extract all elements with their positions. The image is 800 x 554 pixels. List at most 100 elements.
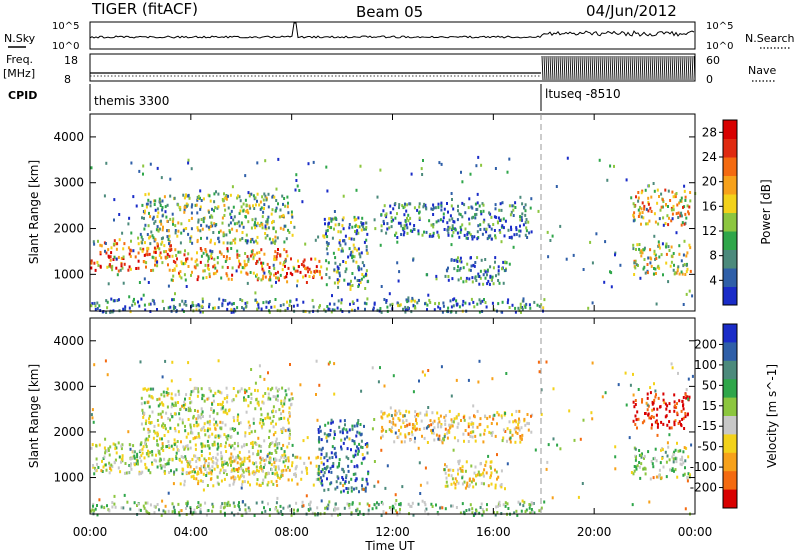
data-cell [333,506,336,510]
data-cell [261,511,264,515]
data-cell [226,249,229,253]
data-cell [189,407,192,411]
data-cell [673,423,676,427]
data-cell [683,205,686,209]
data-cell [167,263,169,267]
data-cell [235,394,238,398]
data-cell [245,203,248,207]
data-cell [411,423,414,426]
data-cell [386,222,389,226]
colorbar-swatch [723,416,737,435]
data-cell [249,206,252,210]
data-cell [365,248,368,252]
data-cell [340,301,343,305]
data-cell [377,380,380,384]
data-cell [629,383,632,387]
data-cell [219,468,222,472]
data-cell [520,216,523,219]
data-cell [287,421,290,425]
data-cell [194,447,197,451]
data-cell [492,417,495,421]
data-cell [247,506,250,510]
data-cell [142,387,145,391]
data-cell [183,406,186,410]
data-cell [166,203,169,207]
data-cell [205,513,208,517]
data-cell [355,508,358,512]
data-cell [450,474,453,478]
data-cell [451,504,454,508]
data-cell [162,425,165,429]
data-cell [222,231,225,235]
data-cell [276,308,279,312]
data-cell [238,195,241,199]
data-cell [325,273,328,276]
data-cell [187,361,190,365]
data-cell [268,270,271,274]
data-cell [684,415,687,419]
data-cell [307,162,310,166]
data-cell [222,405,225,408]
data-cell [494,203,497,207]
data-cell [506,462,509,466]
data-cell [356,229,359,233]
data-cell [115,247,118,251]
data-cell [261,195,264,199]
data-cell [384,213,387,217]
data-cell [296,269,299,273]
data-cell [677,422,680,425]
data-cell [390,414,393,418]
data-cell [297,508,299,512]
data-cell [90,509,93,513]
data-cell [447,266,449,270]
data-cell [105,161,108,165]
data-cell [310,270,313,274]
data-cell [311,298,314,302]
data-cell [319,425,321,429]
data-cell [479,300,482,304]
data-cell [222,410,225,414]
data-cell [279,253,282,257]
data-cell [479,210,482,214]
data-cell [260,278,263,282]
data-cell [161,228,164,232]
data-cell [333,302,336,306]
data-cell [207,457,210,461]
data-cell [136,504,138,507]
data-cell [398,304,401,308]
data-cell [362,225,365,229]
data-cell [376,195,379,199]
data-cell [306,266,309,270]
data-cell [487,279,490,283]
data-cell [308,310,311,314]
data-cell [104,463,107,467]
data-cell [284,308,287,312]
data-cell [166,393,169,397]
data-cell [241,500,244,504]
data-cell [417,232,420,236]
data-cell [255,398,258,402]
data-cell [523,417,526,421]
data-cell [494,236,497,240]
data-cell [330,421,333,425]
data-cell [277,157,280,161]
data-cell [320,481,323,485]
data-cell [145,510,148,514]
data-cell [247,480,250,484]
data-cell [200,449,203,453]
data-cell [664,188,667,192]
data-cell [381,434,384,438]
data-cell [323,235,326,239]
data-cell [582,418,585,422]
data-cell [331,464,334,468]
data-cell [267,371,269,375]
data-cell [280,428,283,431]
data-cell [478,473,481,477]
data-cell [347,469,350,473]
data-cell [228,408,231,412]
data-cell [489,275,492,279]
data-cell [133,297,135,301]
data-cell [352,454,355,458]
data-cell [432,231,435,235]
data-cell [521,202,524,206]
